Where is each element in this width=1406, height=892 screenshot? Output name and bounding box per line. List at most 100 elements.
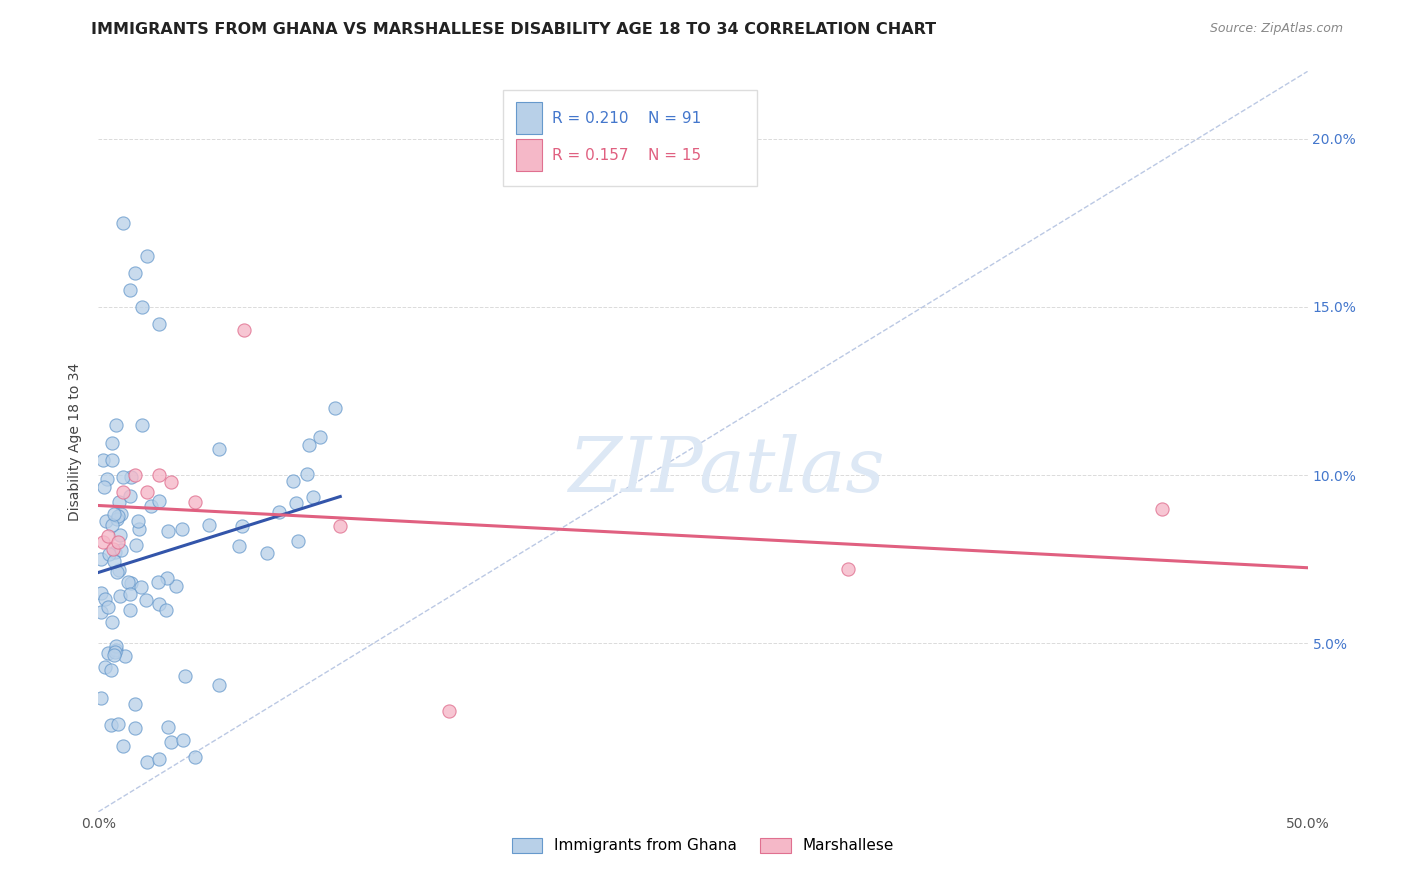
Point: [131, 300, 153, 314]
Point: [114, 648, 136, 663]
Point: [118, 587, 141, 601]
Point: [100, 615, 122, 629]
Point: [135, 485, 157, 500]
Point: [148, 598, 170, 612]
Point: [198, 517, 221, 532]
Point: [295, 467, 318, 482]
Bar: [516, 103, 543, 134]
Point: [128, 522, 150, 536]
Point: [110, 543, 132, 558]
Point: [105, 565, 128, 579]
Point: [148, 751, 170, 765]
Point: [309, 430, 332, 444]
Point: [124, 266, 146, 280]
Point: [148, 493, 170, 508]
Point: [105, 639, 128, 653]
Point: [103, 648, 125, 663]
Point: [108, 589, 131, 603]
Point: [112, 469, 135, 483]
Point: [120, 575, 142, 590]
Point: [104, 417, 127, 432]
FancyBboxPatch shape: [503, 90, 758, 186]
Point: [118, 283, 141, 297]
Point: [160, 475, 183, 489]
Point: [157, 524, 180, 538]
Point: [302, 490, 325, 504]
Point: [155, 603, 177, 617]
Point: [120, 469, 142, 483]
Point: [323, 401, 346, 415]
Point: [97, 529, 120, 543]
Point: [97, 646, 120, 660]
Point: [101, 542, 124, 557]
Point: [94, 514, 117, 528]
Point: [124, 697, 146, 711]
Point: [98, 547, 121, 561]
Point: [107, 508, 129, 523]
Point: [103, 507, 125, 521]
Point: [437, 704, 460, 718]
Y-axis label: Disability Age 18 to 34: Disability Age 18 to 34: [69, 362, 83, 521]
Text: IMMIGRANTS FROM GHANA VS MARSHALLESE DISABILITY AGE 18 TO 34 CORRELATION CHART: IMMIGRANTS FROM GHANA VS MARSHALLESE DIS…: [91, 22, 936, 37]
Point: [160, 735, 183, 749]
Text: Source: ZipAtlas.com: Source: ZipAtlas.com: [1209, 22, 1343, 36]
Point: [91, 535, 114, 549]
Point: [124, 721, 146, 735]
Point: [125, 538, 148, 552]
Point: [111, 739, 134, 753]
Point: [156, 571, 179, 585]
Text: R = 0.157    N = 15: R = 0.157 N = 15: [551, 147, 702, 162]
Point: [228, 539, 250, 553]
Point: [127, 514, 149, 528]
Point: [135, 249, 157, 264]
Point: [107, 717, 129, 731]
Point: [117, 574, 139, 589]
Point: [135, 755, 157, 769]
Point: [111, 216, 134, 230]
Point: [329, 518, 352, 533]
Point: [107, 535, 129, 549]
Point: [287, 534, 309, 549]
Point: [124, 468, 146, 483]
Point: [93, 480, 115, 494]
Point: [1152, 501, 1174, 516]
Point: [837, 562, 859, 576]
Point: [107, 495, 129, 509]
Point: [120, 603, 142, 617]
Point: [184, 750, 207, 764]
Point: [208, 678, 231, 692]
Point: [104, 545, 127, 559]
Point: [103, 554, 125, 568]
Point: [165, 579, 187, 593]
Point: [90, 551, 112, 566]
Point: [90, 606, 112, 620]
Point: [269, 506, 291, 520]
Point: [104, 642, 127, 657]
Point: [101, 435, 124, 450]
Point: [91, 453, 114, 467]
Point: [94, 660, 117, 674]
Point: [135, 592, 157, 607]
Point: [101, 518, 124, 533]
Bar: [516, 139, 543, 170]
Point: [90, 586, 112, 600]
Point: [141, 499, 163, 513]
Point: [157, 720, 180, 734]
Point: [281, 474, 304, 488]
Point: [208, 442, 231, 456]
Text: ZIPatlas: ZIPatlas: [569, 434, 886, 508]
Point: [100, 718, 122, 732]
Point: [131, 417, 153, 432]
Point: [107, 562, 129, 576]
Point: [94, 592, 117, 607]
Point: [256, 546, 278, 560]
Point: [148, 574, 170, 589]
Point: [96, 472, 118, 486]
Point: [172, 732, 194, 747]
Point: [110, 507, 132, 521]
Point: [103, 645, 125, 659]
Point: [101, 453, 124, 467]
Point: [298, 437, 321, 451]
Point: [231, 519, 253, 533]
Point: [108, 528, 131, 542]
